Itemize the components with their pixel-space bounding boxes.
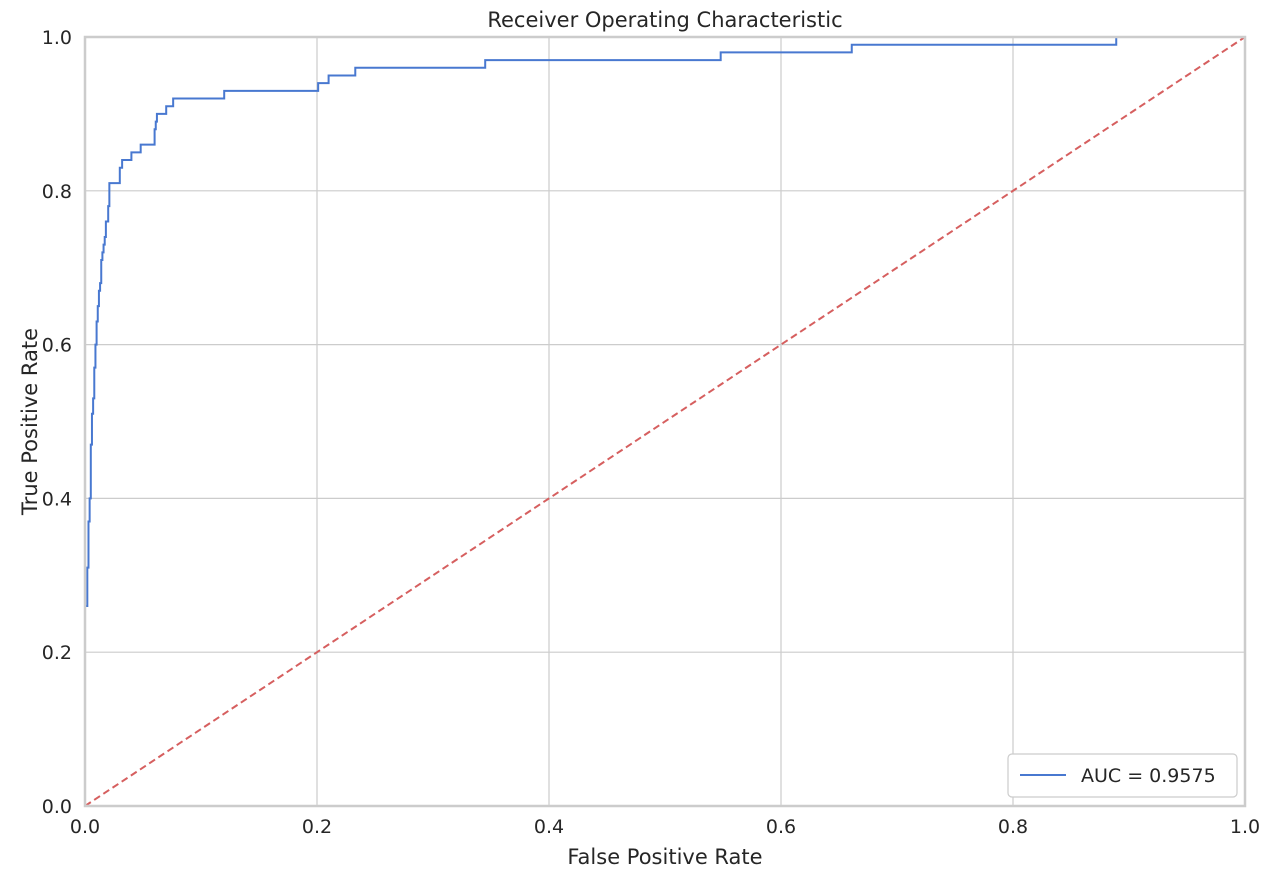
y-tick-label: 0.6 (42, 335, 72, 357)
chart-title: Receiver Operating Characteristic (487, 8, 842, 32)
legend-entry: AUC = 0.9575 (1081, 765, 1216, 787)
y-tick-label: 1.0 (42, 27, 72, 49)
y-axis-label: True Positive Rate (18, 328, 42, 516)
x-tick-label: 0.6 (766, 816, 796, 838)
tick-labels: 0.0 0.2 0.4 0.6 0.8 1.0 0.0 0.2 0.4 0.6 0.8 1.0 (42, 27, 1260, 838)
chance-diagonal-line (84, 36, 1246, 807)
series-lines (84, 36, 1246, 807)
y-tick-label: 0.2 (42, 642, 72, 664)
legend: AUC = 0.9575 (1007, 753, 1238, 798)
grid-lines (85, 37, 1245, 806)
x-tick-label: 0.4 (534, 816, 564, 838)
x-tick-label: 0.0 (70, 816, 100, 838)
y-tick-label: 0.8 (42, 181, 72, 203)
y-tick-label: 0.0 (42, 796, 72, 818)
legend-box (1007, 753, 1238, 798)
x-tick-label: 0.2 (302, 816, 332, 838)
roc-curve-line (84, 36, 1245, 806)
x-tick-label: 0.8 (998, 816, 1028, 838)
x-axis-label: False Positive Rate (567, 845, 762, 869)
y-tick-label: 0.4 (42, 488, 72, 510)
x-tick-label: 1.0 (1230, 816, 1260, 838)
plot-frame (83, 35, 1247, 808)
